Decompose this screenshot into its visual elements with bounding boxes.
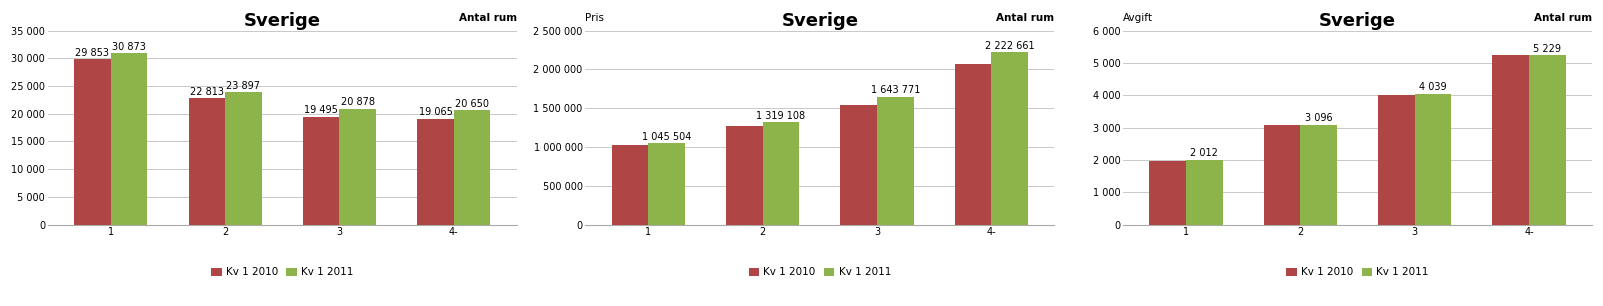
Text: 29 853: 29 853 [75,47,109,58]
Text: 1 643 771: 1 643 771 [870,85,920,95]
Text: 23 897: 23 897 [226,80,260,91]
Text: 20 878: 20 878 [341,97,375,107]
Bar [955,64,991,225]
Text: 2 222 661: 2 222 661 [984,40,1034,50]
Bar [417,119,454,225]
Bar [224,92,261,225]
Bar [726,126,763,225]
Bar [612,145,648,225]
Text: Avgift: Avgift [1124,13,1153,23]
Bar [1415,94,1451,225]
Title: Sverige: Sverige [244,12,321,30]
Bar [340,109,377,225]
Text: Pris: Pris [585,13,604,23]
Bar [189,98,224,225]
Text: 3 096: 3 096 [1305,113,1332,123]
Bar [74,59,111,225]
Bar [303,117,340,225]
Text: 22 813: 22 813 [189,87,224,97]
Bar [1149,161,1186,225]
Bar [840,105,877,225]
Text: Antal rum: Antal rum [1534,13,1592,23]
Text: 30 873: 30 873 [112,42,146,52]
Bar [1300,125,1337,225]
Bar [648,144,684,225]
Bar [454,110,491,225]
Title: Sverige: Sverige [781,12,858,30]
Text: 19 495: 19 495 [305,105,338,115]
Title: Sverige: Sverige [1319,12,1396,30]
Text: 5 229: 5 229 [1534,44,1561,54]
Legend: Kv 1 2010, Kv 1 2011: Kv 1 2010, Kv 1 2011 [1282,263,1433,282]
Bar [1492,55,1529,225]
Legend: Kv 1 2010, Kv 1 2011: Kv 1 2010, Kv 1 2011 [207,263,357,282]
Bar [1186,160,1223,225]
Text: 1 319 108: 1 319 108 [757,111,806,121]
Bar [111,54,147,225]
Text: 4 039: 4 039 [1419,82,1448,92]
Text: Antal rum: Antal rum [458,13,516,23]
Bar [991,52,1028,225]
Text: 20 650: 20 650 [455,99,489,109]
Text: 1 045 504: 1 045 504 [641,132,691,142]
Text: 2 012: 2 012 [1191,148,1218,158]
Bar [877,97,914,225]
Bar [1379,95,1415,225]
Text: Antal rum: Antal rum [995,13,1055,23]
Bar [1263,125,1300,225]
Bar [1529,55,1566,225]
Text: 19 065: 19 065 [418,107,452,118]
Legend: Kv 1 2010, Kv 1 2011: Kv 1 2010, Kv 1 2011 [745,263,894,282]
Bar [763,122,800,225]
